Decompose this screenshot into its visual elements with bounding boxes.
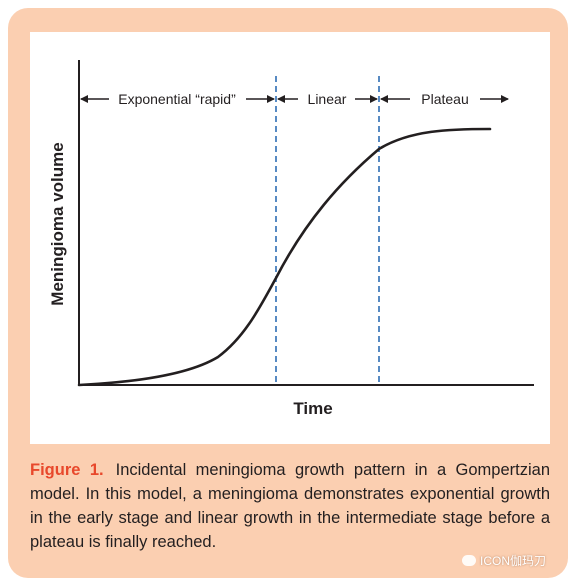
growth-diagram: Exponential “rapid” Linear Plateau Menin… [48,60,534,418]
growth-curve [77,127,492,387]
figure-caption: Figure 1. Incidental meningioma growth pa… [30,458,550,554]
figure-caption-text: Incidental meningioma growth pattern in … [30,461,551,551]
y-axis-label: Meningioma volume [48,142,67,305]
watermark: ICON伽玛刀 [462,552,546,569]
figure-caption-label: Figure 1. [30,461,104,479]
watermark-text: ICON伽玛刀 [480,554,547,568]
wechat-icon [462,555,476,566]
phase-label-plateau: Plateau [421,91,468,107]
phase-label-exponential: Exponential “rapid” [118,91,236,107]
phase-label-linear: Linear [308,91,347,107]
diagram-panel: Exponential “rapid” Linear Plateau Menin… [30,32,550,444]
x-axis-label: Time [293,399,332,418]
